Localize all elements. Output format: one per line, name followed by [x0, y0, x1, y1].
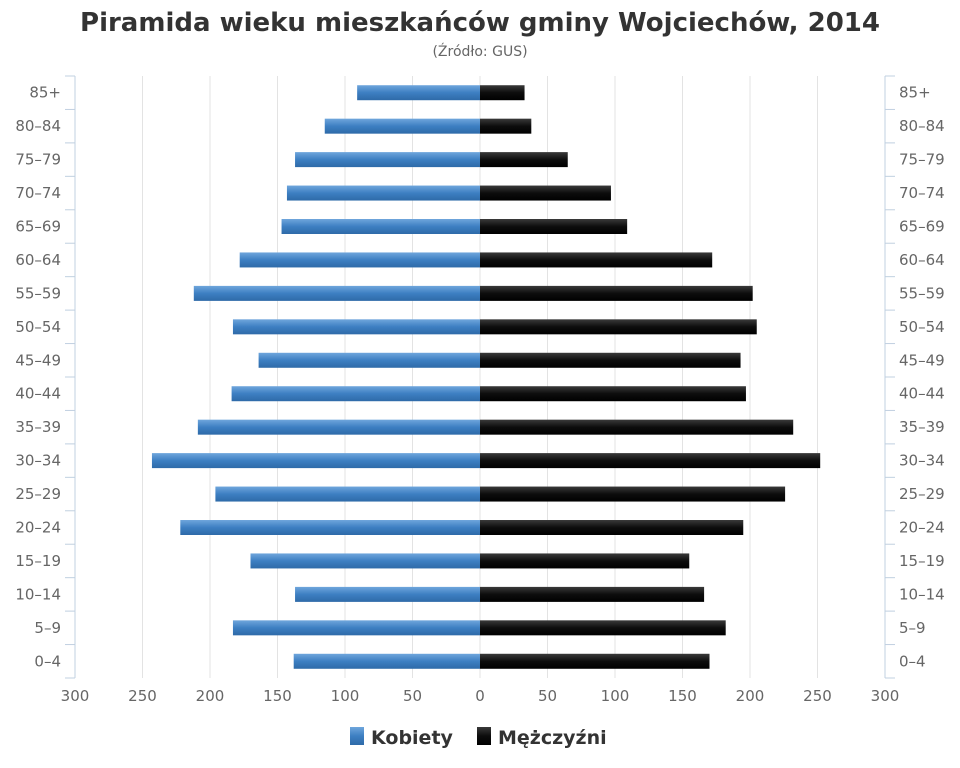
bar-mezczyzni: [480, 85, 525, 101]
right-category-label: 50–54: [899, 318, 945, 336]
left-category-label: 10–14: [15, 585, 61, 603]
x-tick-label: 300: [871, 687, 900, 705]
left-category-label: 65–69: [15, 218, 61, 236]
x-tick-label: 50: [538, 687, 557, 705]
left-category-label: 45–49: [15, 351, 61, 369]
bar-mezczyzni: [480, 285, 753, 301]
bar-mezczyzni: [480, 653, 710, 669]
left-category-label: 40–44: [15, 385, 61, 403]
bar-kobiety: [232, 319, 480, 335]
bar-mezczyzni: [480, 118, 532, 134]
bar-mezczyzni: [480, 386, 746, 402]
bar-kobiety: [239, 252, 480, 268]
left-category-label: 5–9: [34, 619, 61, 637]
bar-kobiety: [215, 486, 480, 502]
left-category-label: 0–4: [34, 652, 61, 670]
x-tick-label: 50: [403, 687, 422, 705]
right-category-label: 55–59: [899, 284, 945, 302]
bar-kobiety: [180, 520, 481, 535]
right-category-label: 5–9: [899, 619, 926, 637]
right-category-label: 25–29: [899, 485, 945, 503]
x-tick-label: 150: [263, 687, 292, 705]
left-category-label: 15–19: [15, 552, 61, 570]
bar-mezczyzni: [480, 520, 744, 535]
bar-mezczyzni: [480, 620, 726, 636]
left-category-label: 70–74: [15, 184, 61, 202]
bar-mezczyzni: [480, 352, 741, 368]
bar-kobiety: [295, 586, 480, 602]
bar-mezczyzni: [480, 252, 713, 268]
right-category-label: 65–69: [899, 218, 945, 236]
bar-kobiety: [197, 419, 480, 435]
bar-mezczyzni: [480, 553, 690, 569]
right-category-label: 15–19: [899, 552, 945, 570]
legend-label-kobiety: Kobiety: [371, 727, 454, 749]
bar-mezczyzni: [480, 219, 628, 234]
x-tick-label: 250: [803, 687, 832, 705]
right-category-label: 35–39: [899, 418, 945, 436]
bar-kobiety: [293, 653, 480, 669]
bar-kobiety: [286, 185, 480, 201]
left-category-label: 50–54: [15, 318, 61, 336]
chart-subtitle: (Źródło: GUS): [432, 44, 528, 60]
right-category-label: 0–4: [899, 652, 926, 670]
bar-kobiety: [281, 219, 480, 234]
x-tick-label: 300: [61, 687, 90, 705]
bar-mezczyzni: [480, 419, 794, 435]
right-category-label: 30–34: [899, 452, 945, 470]
left-category-label: 75–79: [15, 151, 61, 169]
bar-kobiety: [258, 352, 480, 368]
legend-label-mezczyzni: Mężczyźni: [498, 727, 607, 749]
right-category-label: 40–44: [899, 385, 945, 403]
x-tick-label: 100: [331, 687, 360, 705]
left-category-label: 25–29: [15, 485, 61, 503]
bar-kobiety: [324, 118, 480, 134]
left-category-label: 80–84: [15, 117, 61, 135]
bar-kobiety: [231, 386, 480, 402]
x-tick-label: 100: [601, 687, 630, 705]
bar-kobiety: [295, 152, 480, 168]
left-category-label: 30–34: [15, 452, 61, 470]
bar-kobiety: [357, 85, 480, 101]
x-tick-label: 200: [196, 687, 225, 705]
legend-swatch-kobiety: [350, 727, 364, 745]
bar-kobiety: [151, 453, 480, 469]
bar-mezczyzni: [480, 319, 757, 335]
left-category-label: 35–39: [15, 418, 61, 436]
right-category-label: 60–64: [899, 251, 945, 269]
left-category-label: 55–59: [15, 284, 61, 302]
left-category-label: 60–64: [15, 251, 61, 269]
right-category-label: 80–84: [899, 117, 945, 135]
right-category-label: 10–14: [899, 585, 945, 603]
right-category-label: 75–79: [899, 151, 945, 169]
bar-mezczyzni: [480, 453, 821, 469]
right-category-label: 45–49: [899, 351, 945, 369]
left-category-label: 20–24: [15, 519, 61, 537]
x-tick-label: 0: [475, 687, 485, 705]
bar-mezczyzni: [480, 586, 705, 602]
x-tick-label: 200: [736, 687, 765, 705]
legend-swatch-mezczyzni: [477, 727, 491, 745]
right-category-label: 85+: [899, 84, 931, 102]
bar-kobiety: [250, 553, 480, 569]
bar-mezczyzni: [480, 486, 786, 502]
chart-title: Piramida wieku mieszkańców gminy Wojciec…: [80, 8, 880, 38]
right-category-label: 70–74: [899, 184, 945, 202]
bar-kobiety: [193, 285, 481, 301]
x-tick-label: 150: [668, 687, 697, 705]
x-tick-label: 250: [128, 687, 157, 705]
bar-mezczyzni: [480, 152, 568, 168]
bar-mezczyzni: [480, 185, 611, 201]
bar-kobiety: [232, 620, 480, 636]
right-category-label: 20–24: [899, 519, 945, 537]
left-category-label: 85+: [29, 84, 61, 102]
